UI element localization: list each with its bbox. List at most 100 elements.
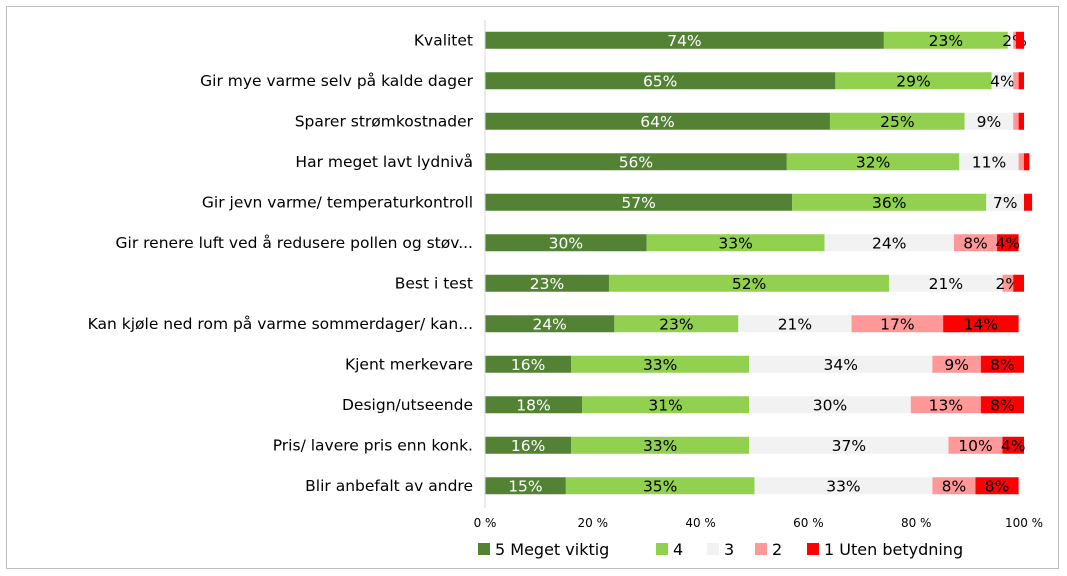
- x-tick-label: 0 %: [474, 516, 497, 530]
- data-label: 8%: [985, 477, 1010, 495]
- data-label: 35%: [643, 477, 677, 495]
- data-label: 23%: [530, 275, 564, 293]
- bar-segment: [485, 274, 609, 292]
- bar-segment: [980, 396, 1024, 414]
- bar-segment: [792, 193, 987, 211]
- data-label: 24%: [532, 315, 566, 333]
- bar-segment: [485, 234, 647, 252]
- bar-segment: [1013, 112, 1019, 130]
- bar-segment: [943, 315, 1019, 333]
- bar-segment: [485, 153, 787, 171]
- legend-label: 5 Meget viktig: [495, 540, 609, 559]
- data-label: 56%: [619, 153, 653, 171]
- data-label: 10%: [958, 437, 992, 455]
- data-label: 33%: [718, 234, 752, 252]
- data-label: 37%: [832, 437, 866, 455]
- bar-segment: [754, 477, 933, 495]
- bar-segment: [889, 274, 1003, 292]
- bar-segment: [1015, 31, 1024, 49]
- data-label: 33%: [826, 477, 860, 495]
- bar-segment: [1013, 72, 1019, 90]
- legend-label: 1 Uten betydning: [824, 540, 963, 559]
- bar-segment: [835, 72, 992, 90]
- bar-segment: [953, 234, 998, 252]
- x-tick-label: 40 %: [685, 516, 716, 530]
- data-label: 30%: [813, 396, 847, 414]
- data-label: 74%: [667, 32, 701, 50]
- bar-segment: [485, 396, 583, 414]
- data-label: 23%: [659, 315, 693, 333]
- data-label: 7%: [993, 194, 1018, 212]
- bar-segment: [571, 436, 750, 454]
- bar-segment: [883, 31, 1008, 49]
- data-label: 25%: [880, 113, 914, 131]
- data-label: 8%: [963, 234, 988, 252]
- data-label: 31%: [648, 396, 682, 414]
- data-label: 30%: [549, 234, 583, 252]
- bar-segment: [485, 31, 884, 49]
- bar-segment: [975, 477, 1019, 495]
- category-label: Pris/ lavere pris enn konk.: [273, 436, 473, 454]
- data-label: 33%: [643, 437, 677, 455]
- data-label: 36%: [872, 194, 906, 212]
- data-label: 65%: [643, 72, 677, 90]
- bar-segment: [485, 193, 793, 211]
- data-label: 21%: [929, 275, 963, 293]
- category-labels: Kvalitet Gir mye varme selv på kalde dage…: [88, 31, 474, 495]
- bar-segment: [485, 355, 572, 373]
- data-label: 64%: [640, 113, 674, 131]
- bar-segment: [485, 72, 836, 90]
- bars: 74% 23% 2%65% 29% 4%64% 25% 9%56% 32% 11%57% 36% 7…: [485, 31, 1033, 495]
- bar-segment: [1024, 193, 1033, 211]
- bar-segment: [749, 355, 933, 373]
- bar-segment: [749, 396, 911, 414]
- bar-segment: [986, 193, 1024, 211]
- bar-segment: [910, 396, 981, 414]
- bar-segment: [582, 396, 750, 414]
- bar-segment: [932, 355, 981, 373]
- data-label: 34%: [824, 356, 858, 374]
- bar-segment: [1002, 436, 1024, 454]
- data-label: 9%: [977, 113, 1002, 131]
- data-label: 11%: [972, 153, 1006, 171]
- legend-swatch: [807, 543, 819, 555]
- bar-segment: [485, 315, 615, 333]
- legend: 5 Meget viktig 4 3 2 1 Uten betydning: [478, 540, 963, 559]
- data-label: 57%: [621, 194, 655, 212]
- data-label: 21%: [778, 315, 812, 333]
- data-label: 4%: [990, 72, 1015, 90]
- data-label: 32%: [856, 153, 890, 171]
- bar-segment: [1007, 31, 1014, 49]
- category-label: Sparer strømkostnader: [295, 112, 474, 130]
- category-label: Best i test: [395, 274, 473, 292]
- bar-segment: [749, 436, 949, 454]
- bar-segment: [829, 112, 965, 130]
- x-tick-label: 100 %: [1005, 516, 1043, 530]
- category-label: Kan kjøle ned rom på varme sommerdager/ …: [88, 315, 473, 333]
- data-label: 8%: [990, 356, 1015, 374]
- data-label: 4%: [996, 234, 1021, 252]
- chart-frame: [6, 6, 1059, 569]
- bar-segment: [786, 153, 960, 171]
- bar-segment: [646, 234, 825, 252]
- bar-segment: [571, 355, 750, 373]
- bar-segment: [1018, 72, 1024, 90]
- category-label: Gir jevn varme/ temperaturkontroll: [202, 193, 473, 211]
- bar-segment: [1018, 153, 1024, 171]
- legend-swatch: [707, 543, 719, 555]
- x-tick-label: 20 %: [578, 516, 609, 530]
- legend-label: 2: [772, 540, 782, 559]
- data-label: 16%: [511, 356, 545, 374]
- data-label: 33%: [643, 356, 677, 374]
- data-label: 23%: [929, 32, 963, 50]
- legend-swatch: [755, 543, 767, 555]
- x-tick-label: 80 %: [901, 516, 932, 530]
- bar-segment: [614, 315, 739, 333]
- bar-segment: [485, 436, 572, 454]
- data-label: 52%: [732, 275, 766, 293]
- legend-label: 3: [724, 540, 734, 559]
- data-label: 15%: [508, 477, 542, 495]
- bar-segment: [932, 477, 976, 495]
- data-label: 8%: [942, 477, 967, 495]
